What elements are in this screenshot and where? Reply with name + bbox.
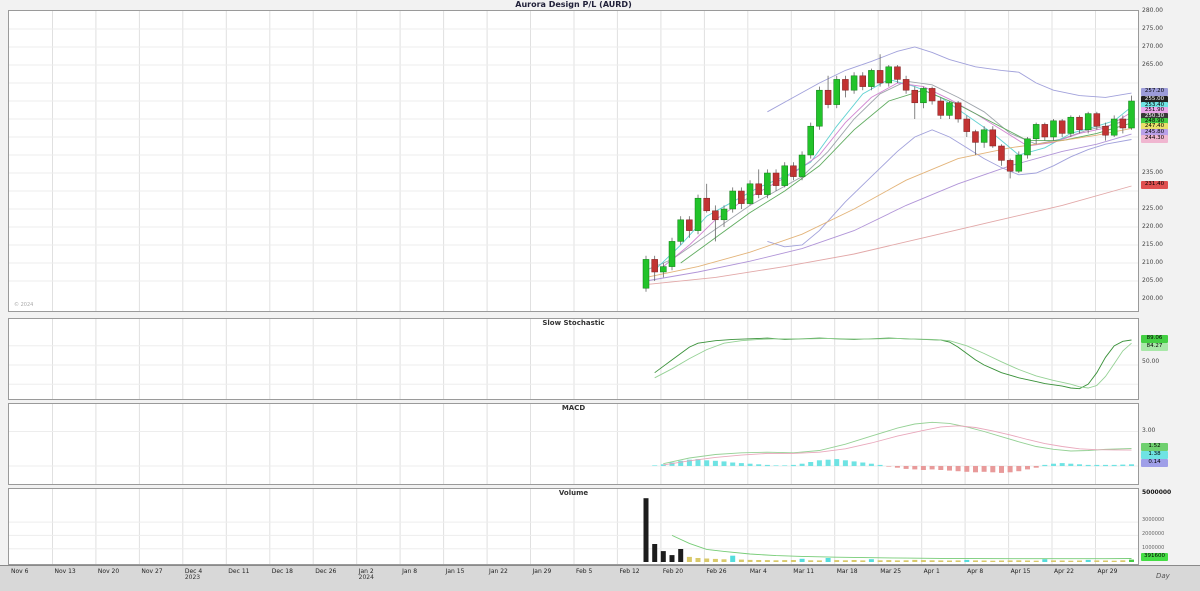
date-axis-label: Dec 18 <box>271 568 293 575</box>
price-badge: 244.30 <box>1141 134 1168 143</box>
volume-ma-line <box>671 534 1132 560</box>
price-badge: 251.90 <box>1141 107 1168 116</box>
price-axis-label: 235.00 <box>1142 168 1163 176</box>
date-axis-label: Mar 18 <box>836 568 858 575</box>
date-axis-label: Jan 2 2024 <box>358 568 374 581</box>
macd-grid <box>9 404 1138 484</box>
stoch-grid <box>9 319 1138 399</box>
volume-scale-label: 5000000 <box>1142 489 1172 496</box>
date-axis-sublabel: 2024 <box>358 574 374 581</box>
date-axis-label: Apr 15 <box>1010 568 1031 575</box>
date-axis-label: Dec 26 <box>315 568 337 575</box>
price-axis-label: 270.00 <box>1142 42 1163 50</box>
price-axis-label: 215.00 <box>1142 240 1163 248</box>
price-badge: 231.40 <box>1141 180 1168 189</box>
macd-plot[interactable] <box>9 404 1138 484</box>
stoch-lines <box>654 337 1132 390</box>
price-badge: 248.90 <box>1141 117 1168 126</box>
volume-plot[interactable] <box>9 489 1138 564</box>
chart-title: Aurora Design P/L (AURD) <box>515 0 632 9</box>
macd-lines <box>663 421 1132 466</box>
price-badge: 257.20 <box>1141 88 1168 97</box>
price-axis-label: 205.00 <box>1142 276 1163 284</box>
price-axis-label: 275.00 <box>1142 24 1163 32</box>
volume-badge: 391600 <box>1141 553 1168 561</box>
date-axis-label: Jan 29 <box>532 568 552 575</box>
macd-badge: 1.38 <box>1141 451 1168 459</box>
price-axis-label: 265.00 <box>1142 60 1163 68</box>
price-axis-label: 210.00 <box>1142 258 1163 266</box>
candles <box>642 54 1135 292</box>
date-axis-label: Mar 25 <box>880 568 902 575</box>
date-axis-label: Apr 1 <box>923 568 940 575</box>
date-axis-label: Feb 20 <box>662 568 684 575</box>
macd-tick-label: 3.00 <box>1142 427 1156 434</box>
right-value-axis: 5000000 280.00 275.00 270.00 265.00 235.00 22… <box>1140 0 1200 590</box>
date-axis-label: Feb 5 <box>575 568 593 575</box>
periodicity-label: Day <box>1156 572 1170 580</box>
date-axis-sublabel: 2023 <box>184 574 201 581</box>
price-axis-label: 225.00 <box>1142 204 1163 212</box>
macd-badge: 1.52 <box>1141 443 1168 451</box>
volume-title: Volume <box>558 489 589 497</box>
price-axis-label: 220.00 <box>1142 222 1163 230</box>
date-axis-label: Dec 11 <box>228 568 250 575</box>
stochastic-panel <box>8 318 1139 400</box>
date-axis-label: Nov 13 <box>54 568 76 575</box>
date-axis-label: Jan 15 <box>445 568 465 575</box>
date-axis-label: Mar 4 <box>749 568 767 575</box>
price-badge: 247.40 <box>1141 123 1168 132</box>
volume-grid <box>9 489 1138 564</box>
date-axis-label: Apr 29 <box>1097 568 1118 575</box>
price-badge: 255.00 <box>1141 96 1168 104</box>
date-axis-label: Dec 4 2023 <box>184 568 203 581</box>
date-axis-label: Jan 22 <box>489 568 508 575</box>
macd-badge: 0.14 <box>1141 459 1168 467</box>
price-badge: 253.40 <box>1141 101 1168 110</box>
price-badge: 245.80 <box>1141 129 1168 138</box>
price-panel <box>8 10 1139 312</box>
stochastic-plot[interactable] <box>9 319 1138 399</box>
macd-title: MACD <box>561 404 586 412</box>
date-axis-label: Feb 26 <box>706 568 727 575</box>
price-axis-label: 200.00 <box>1142 294 1163 302</box>
stochastic-badge: 89.06 <box>1141 335 1168 343</box>
date-axis-label: Apr 22 <box>1054 568 1074 575</box>
date-axis-label: Nov 27 <box>141 568 163 575</box>
stochastic-tick-label: 50.00 <box>1142 358 1160 365</box>
price-chart-plot[interactable] <box>9 11 1138 311</box>
macd-histogram <box>652 459 1134 473</box>
date-axis-label: Mar 11 <box>793 568 815 575</box>
date-axis: Day Nov 6 Nov 13 Nov 20 Nov 27 Dec 4 2023 Dec … <box>0 565 1200 591</box>
chart-footnote: © 2024 <box>14 302 34 308</box>
stochastic-title: Slow Stochastic <box>542 319 605 327</box>
date-axis-label: Jan 8 <box>402 568 418 575</box>
date-axis-label: Feb 12 <box>619 568 640 575</box>
volume-tick-label: 3000000 <box>1142 517 1165 523</box>
macd-panel <box>8 403 1139 485</box>
date-axis-label: Nov 6 <box>11 568 29 575</box>
volume-tick-label: 1000000 <box>1142 545 1165 551</box>
date-axis-label: Apr 8 <box>967 568 984 575</box>
price-axis-label: 280.00 <box>1142 6 1163 14</box>
date-axis-label: Nov 20 <box>97 568 120 575</box>
volume-bars <box>643 498 1134 562</box>
volume-tick-label: 2000000 <box>1142 531 1165 537</box>
price-badge: 250.30 <box>1141 112 1168 121</box>
price-grid <box>9 11 1138 311</box>
stochastic-badge: 84.27 <box>1141 343 1168 351</box>
volume-panel <box>8 488 1139 565</box>
